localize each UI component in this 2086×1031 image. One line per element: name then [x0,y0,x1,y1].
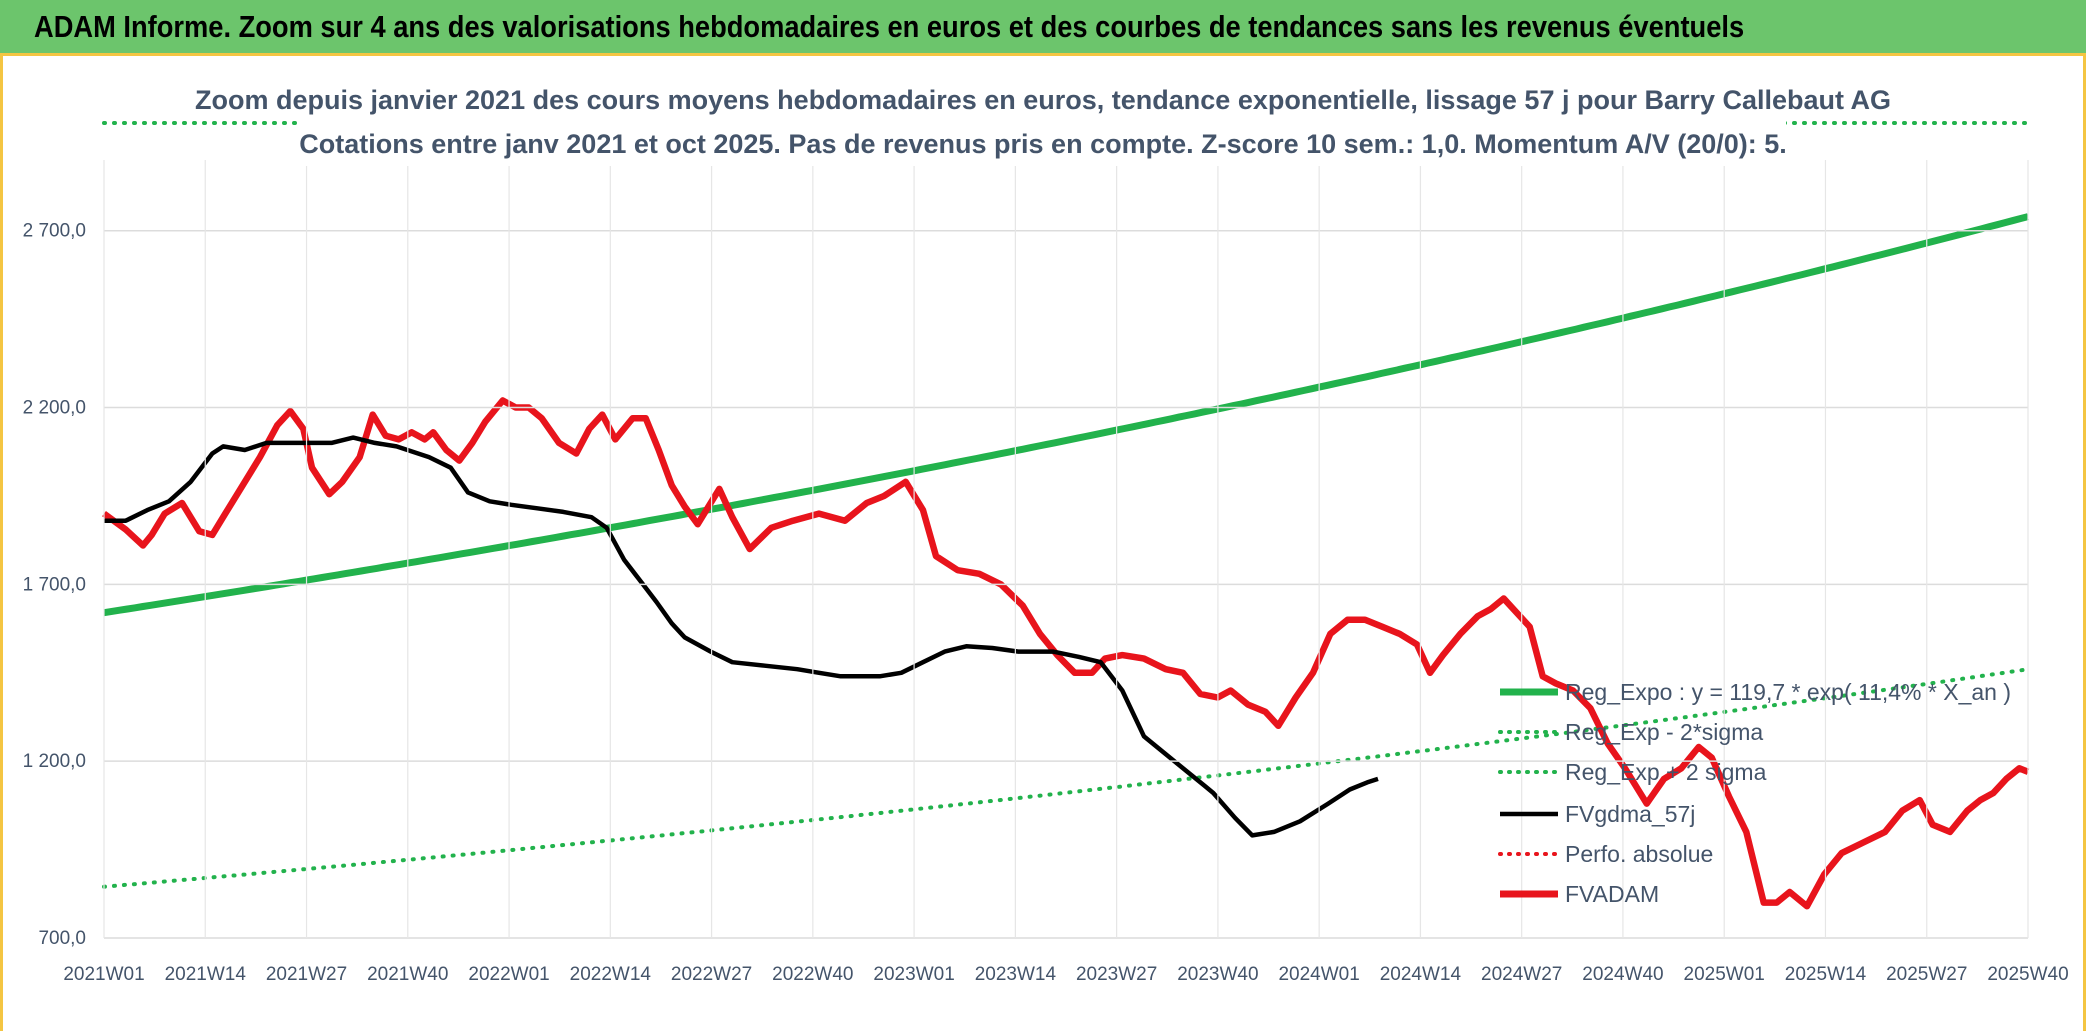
chart-legend: Reg_Expo : y = 119,7 * exp( 11,4% * X_an… [1498,679,2011,907]
report-banner: ADAM Informe. Zoom sur 4 ans des valoris… [0,0,2086,56]
legend-label: Reg_Expo : y = 119,7 * exp( 11,4% * X_an… [1565,679,2011,705]
series-fvadam [102,397,2030,910]
x-tick-label: 2021W14 [165,964,247,985]
x-tick-label: 2024W27 [1481,964,1562,985]
x-tick-label: 2021W01 [63,964,144,985]
x-tick-label: 2025W40 [1987,964,2068,985]
chart-title-line1: Zoom depuis janvier 2021 des cours moyen… [195,85,1891,115]
x-tick-label: 2024W40 [1582,964,1663,985]
series-fvgdma-57j [104,435,1379,838]
series-reg-expo [103,213,2029,617]
y-tick-label: 2 700,0 [23,221,86,242]
x-tick-label: 2025W27 [1886,964,1967,985]
legend-label: Reg_Exp - 2*sigma [1565,719,1763,745]
y-tick-label: 700,0 [38,928,86,949]
report-title: ADAM Informe. Zoom sur 4 ans des valoris… [34,9,1745,44]
x-tick-label: 2021W40 [367,964,448,985]
y-tick-label: 1 200,0 [23,751,86,772]
legend-label: FVADAM [1565,881,1659,907]
x-axis: 2021W01 2021W14 2021W27 2021W40 2022W01 2022W… [63,964,2068,985]
x-tick-label: 2022W40 [772,964,853,985]
x-tick-label: 2022W27 [671,964,752,985]
y-axis: 700,0 1 200,0 1 700,0 2 200,0 2 700,0 [23,221,86,949]
chart-frame [0,56,2086,1031]
x-tick-label: 2023W40 [1177,964,1258,985]
x-tick-label: 2025W14 [1785,964,1867,985]
x-tick-label: 2024W14 [1380,964,1462,985]
legend-label: Perfo. absolue [1565,841,1713,867]
y-tick-label: 2 200,0 [23,398,86,419]
x-tick-label: 2025W01 [1684,964,1765,985]
gridlines [103,160,2029,939]
x-tick-label: 2023W01 [873,964,954,985]
x-tick-label: 2022W01 [468,964,549,985]
series-reg-exp-minus-2sigma [102,667,2030,889]
legend-label: FVgdma_57j [1565,801,1695,827]
subtitle-background [300,78,1786,166]
series-layer [102,121,2030,910]
x-tick-label: 2023W14 [975,964,1057,985]
x-tick-label: 2021W27 [266,964,347,985]
x-tick-label: 2024W01 [1278,964,1359,985]
legend-label: Reg_Exp + 2 sigma [1565,759,1767,785]
y-tick-label: 1 700,0 [23,574,86,595]
x-tick-label: 2022W14 [570,964,652,985]
x-tick-label: 2023W27 [1076,964,1157,985]
chart-title-line2: Cotations entre janv 2021 et oct 2025. P… [299,129,1787,159]
